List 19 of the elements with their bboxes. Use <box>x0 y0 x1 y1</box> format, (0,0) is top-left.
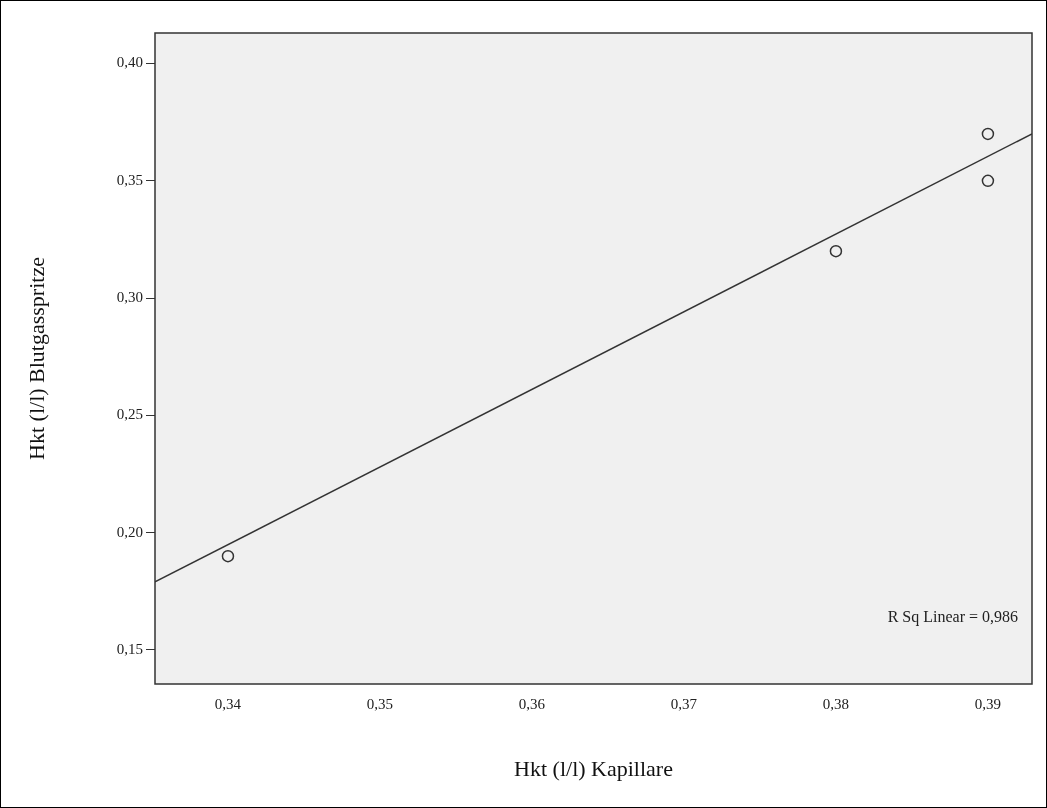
y-tick-label: 0,30 <box>116 289 143 306</box>
y-tick-label: 0,15 <box>116 640 143 657</box>
y-tick-label: 0,25 <box>116 406 143 423</box>
point <box>221 549 235 563</box>
x-tick-label: 0,37 <box>670 695 698 712</box>
y-tick-label: 0,20 <box>116 523 143 540</box>
y-tick-label: 0,40 <box>116 54 143 71</box>
point <box>981 174 995 188</box>
x-tick-label: 0,35 <box>366 695 394 712</box>
x-tick-label: 0,38 <box>822 695 850 712</box>
point <box>829 244 843 258</box>
x-tick-label: 0,34 <box>214 695 242 712</box>
y-tick-label: 0,35 <box>116 171 143 188</box>
x-tick-label: 0,39 <box>974 695 1002 712</box>
point <box>981 127 995 141</box>
x-axis-title: Hkt (l/l) Kapillare <box>514 755 673 781</box>
y-axis-title: Hkt (l/l) Blutgasspritze <box>23 257 49 460</box>
x-tick-label: 0,36 <box>518 695 546 712</box>
annotation: R Sq Linear = 0,986 <box>887 608 1018 627</box>
